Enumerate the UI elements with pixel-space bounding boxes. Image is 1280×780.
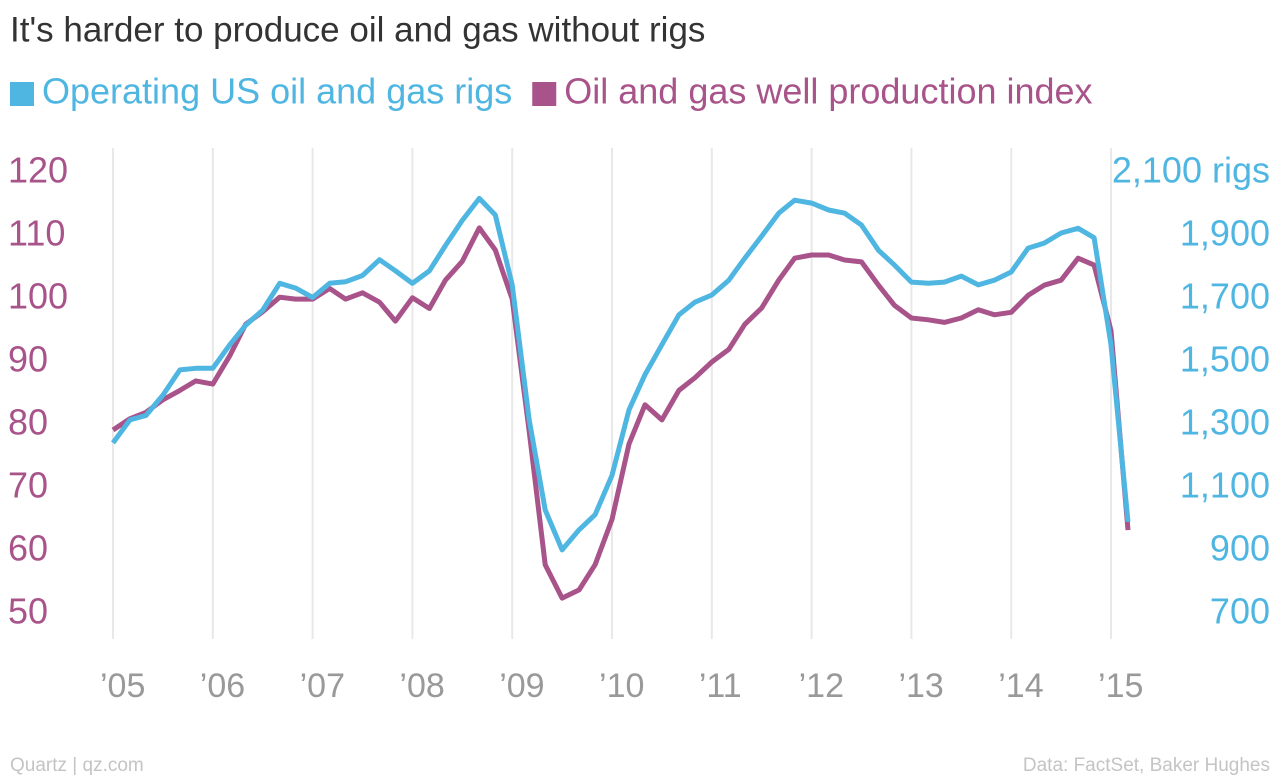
x-tick-label: ’13 (898, 667, 943, 705)
x-tick-label: ’06 (200, 667, 245, 705)
y2-tick-label: 1,500 (1180, 339, 1270, 380)
y2-tick-label: 1,100 (1180, 464, 1270, 505)
x-tick-label: ’05 (100, 667, 145, 705)
y-tick-label: 50 (8, 590, 48, 631)
legend-swatch (10, 82, 34, 106)
y2-tick-label: 1,300 (1180, 401, 1270, 442)
x-tick-label: ’14 (998, 667, 1043, 705)
x-tick-label: ’07 (300, 667, 345, 705)
y-tick-label: 80 (8, 401, 48, 442)
source-left: Quartz | qz.com (10, 755, 144, 776)
series-line (110, 195, 1131, 553)
y-tick-label: 70 (8, 464, 48, 505)
legend-label: Oil and gas well production index (564, 71, 1092, 112)
source-right: Data: FactSet, Baker Hughes (1023, 755, 1270, 776)
y2-tick-label: 900 (1210, 527, 1270, 568)
y-tick-label: 90 (8, 339, 48, 380)
x-tick-label: ’15 (1098, 667, 1143, 705)
chart-title: It's harder to produce oil and gas witho… (10, 10, 705, 49)
legend-swatch (532, 82, 557, 106)
y-tick-label: 120 (8, 150, 68, 191)
x-tick-label: ’11 (699, 667, 742, 705)
y2-tick-label: 1,700 (1180, 276, 1270, 317)
x-tick-label: ’08 (399, 667, 444, 705)
y-tick-label: 60 (8, 527, 48, 568)
legend-label: Operating US oil and gas rigs (42, 71, 512, 112)
x-tick-label: ’10 (599, 667, 644, 705)
y2-tick-label: 2,100 rigs (1112, 150, 1270, 191)
y2-tick-label: 700 (1210, 590, 1270, 631)
y2-tick-label: 1,900 (1180, 213, 1270, 254)
y-tick-label: 100 (8, 276, 68, 317)
y-tick-label: 110 (8, 213, 65, 254)
series-line (111, 225, 1131, 601)
x-tick-label: ’12 (799, 667, 844, 705)
x-tick-label: ’09 (499, 667, 544, 705)
